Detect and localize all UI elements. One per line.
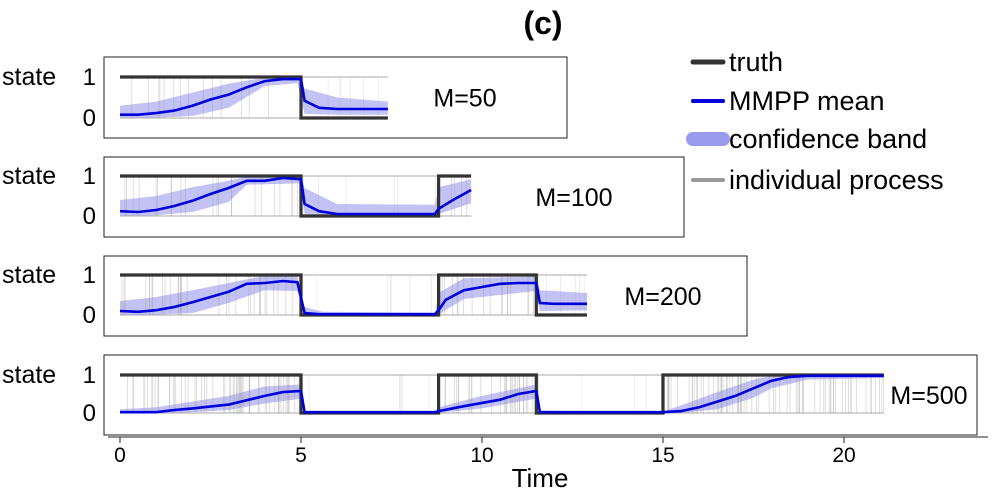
panel-label: M=100 — [535, 184, 612, 212]
y-tick-label: 0 — [83, 203, 96, 230]
panels: 1 0 state M=50 1 0 state M=100 1 0 state M=200 1 0 sta… — [2, 56, 978, 436]
y-tick-label: 0 — [83, 400, 96, 427]
y-axis-label: state — [2, 162, 56, 190]
y-axis-label: state — [2, 261, 56, 289]
y-tick-label: 1 — [83, 64, 96, 91]
confidence-band — [120, 375, 884, 413]
legend-label: confidence band — [729, 124, 927, 154]
individual-process — [124, 176, 468, 216]
mmpp-mean-line — [119, 279, 587, 316]
figure-title: (c) — [523, 5, 562, 41]
y-axis-label: state — [2, 63, 56, 91]
individual-process — [131, 77, 379, 118]
confidence-band — [120, 176, 472, 216]
panel-label: M=200 — [624, 283, 701, 311]
y-tick-label: 1 — [83, 262, 96, 289]
x-axis: 0 5 10 15 20 Time — [108, 436, 988, 493]
y-axis-label: state — [2, 361, 56, 389]
mmpp-mean-line — [120, 77, 388, 116]
x-axis-label: Time — [512, 463, 569, 493]
panel-label: M=50 — [433, 85, 496, 113]
truth-line — [120, 273, 587, 317]
y-tick-label: 0 — [83, 302, 96, 329]
x-tick-label: 5 — [295, 444, 307, 467]
legend-label: truth — [729, 47, 783, 77]
panel-4: 1 0 state M=500 — [2, 354, 978, 436]
x-tick-label: 0 — [114, 444, 126, 467]
legend-label: individual process — [729, 165, 944, 195]
truth-line — [120, 75, 388, 120]
mmpp-mean-line — [119, 176, 472, 216]
y-tick-label: 1 — [83, 163, 96, 190]
x-tick-label: 20 — [832, 444, 855, 467]
panel-1: 1 0 state M=50 — [2, 56, 568, 139]
panel-3: 1 0 state M=200 — [2, 255, 748, 337]
legend-label: MMPP mean — [729, 86, 885, 116]
panel-frame — [103, 354, 978, 436]
x-tick-label: 15 — [651, 444, 674, 467]
panel-label: M=500 — [890, 382, 967, 410]
panel-2: 1 0 state M=100 — [2, 156, 685, 238]
mmpp-mean-line — [120, 374, 884, 414]
y-tick-label: 1 — [83, 362, 96, 389]
legend: truth MMPP mean confidence band individual … — [686, 47, 944, 195]
confidence-band — [120, 275, 587, 315]
x-tick-label: 10 — [470, 444, 493, 467]
truth-line — [120, 174, 472, 218]
y-tick-label: 0 — [83, 105, 96, 132]
